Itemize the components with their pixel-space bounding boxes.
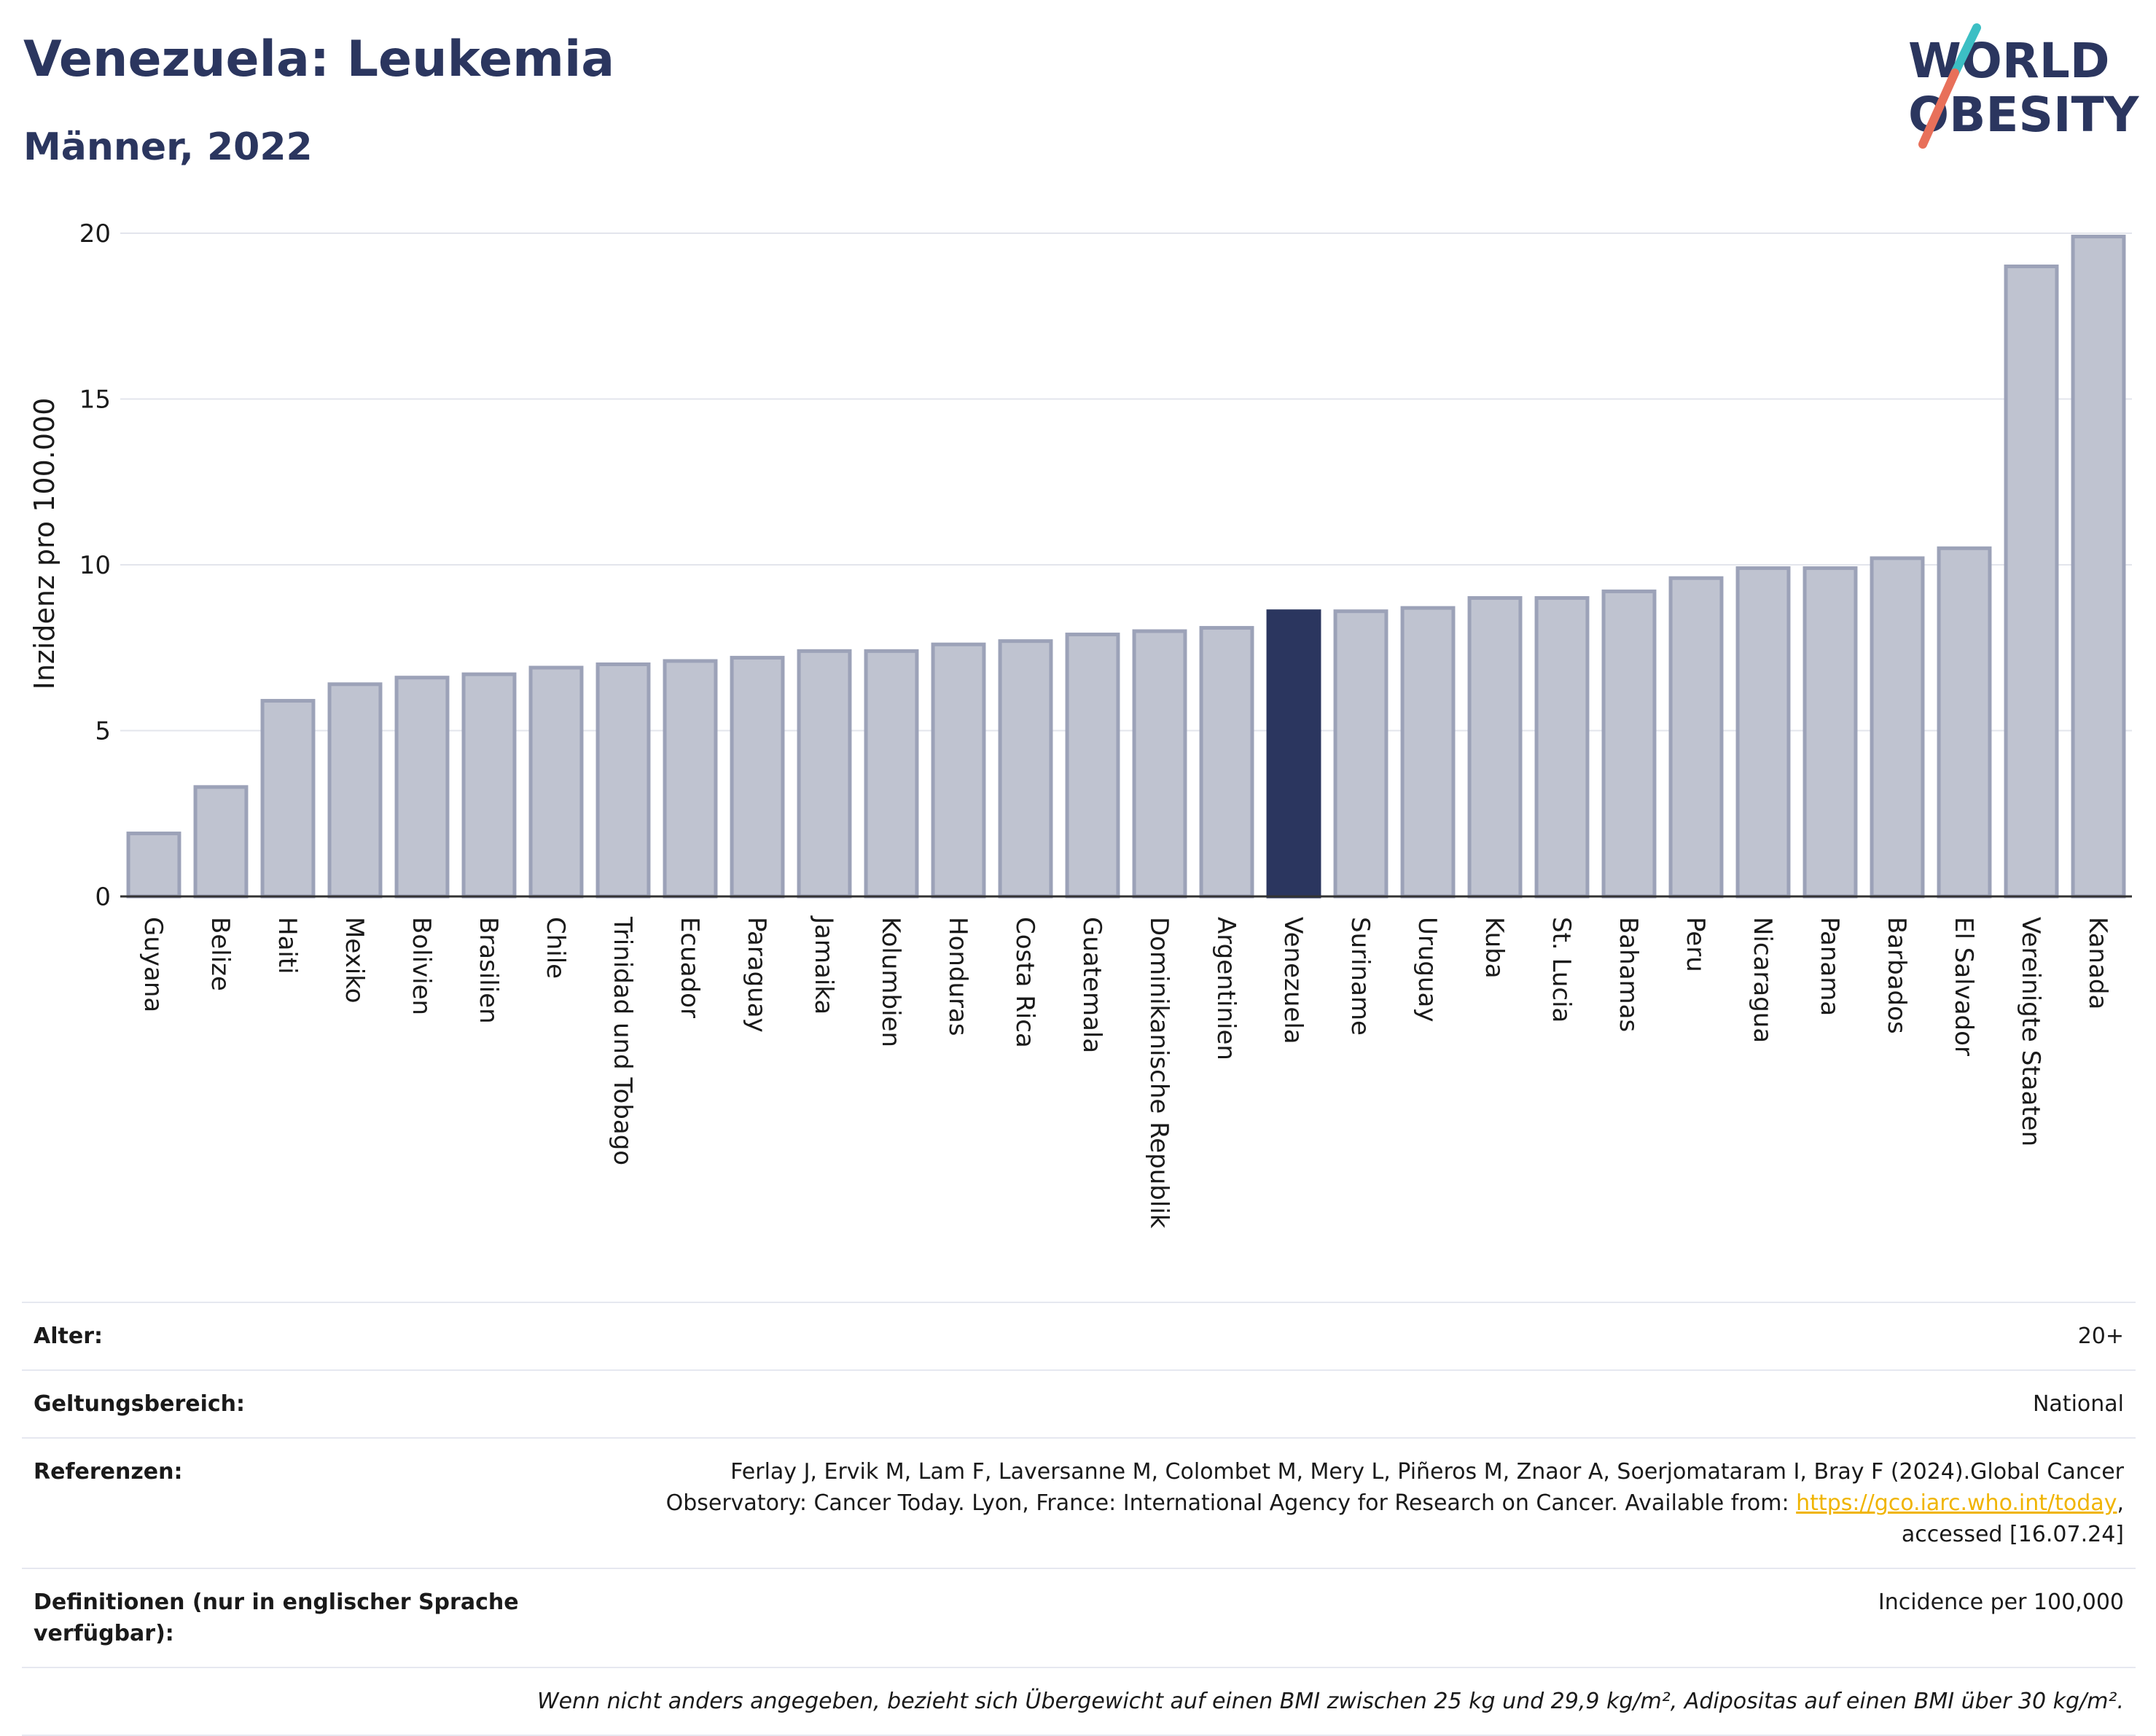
bar-belize [193, 785, 249, 899]
x-tick-label: Venezuela [1278, 917, 1308, 1044]
x-tick-label: Barbados [1882, 917, 1911, 1034]
info-row-references: Referenzen: Ferlay J, Ervik M, Lam F, La… [22, 1439, 2136, 1569]
logo-line-1: WORLD [1908, 33, 2110, 89]
x-tick-label: Honduras [943, 917, 972, 1036]
bar-guatemala [1065, 633, 1120, 899]
y-tick-label: 20 [79, 219, 111, 249]
x-axis-labels: Guyana Belize Haiti Mexiko Bolivien Brasilien… [138, 915, 2112, 1229]
bar-peru [1668, 576, 1724, 899]
x-tick-label: Brasilien [474, 917, 503, 1024]
x-tick-label: Paraguay [742, 917, 771, 1033]
bar-barbados [1870, 556, 1925, 899]
y-axis-ticks: 0 5 10 15 20 [79, 219, 111, 912]
bar-brasilien [461, 672, 517, 899]
x-tick-label: Guyana [138, 917, 168, 1012]
x-tick-label: Trinidad und Tobago [608, 916, 637, 1165]
bar-haiti [260, 699, 316, 899]
x-tick-label: Dominikanische Republik [1144, 917, 1173, 1229]
info-row-age: Alter: 20+ [22, 1303, 2136, 1371]
bar-bolivien [394, 676, 450, 899]
y-tick-label: 0 [95, 883, 111, 912]
bar-chile [528, 665, 584, 899]
bar-el-salvador [1937, 546, 1992, 899]
bar-jamaika [797, 649, 852, 899]
x-tick-label: Costa Rica [1010, 917, 1039, 1048]
bmi-footnote: Wenn nicht anders angegeben, bezieht sic… [22, 1668, 2136, 1736]
bar-paraguay [730, 655, 785, 899]
bar-guyana [126, 832, 181, 899]
x-tick-label: Chile [541, 917, 570, 979]
y-axis-title: Inzidenz pro 100.000 [28, 398, 60, 690]
bar-mexiko [327, 682, 383, 899]
x-tick-label: Kuba [1480, 917, 1509, 979]
x-tick-label: Kolumbien [876, 917, 905, 1047]
x-tick-label: Jamaika [809, 915, 838, 1014]
bar-ecuador [663, 659, 718, 899]
x-tick-label: Bolivien [407, 917, 436, 1015]
bar-argentinien [1199, 625, 1254, 899]
x-tick-label: Panama [1815, 917, 1844, 1016]
info-value-scope: National [2032, 1391, 2124, 1417]
bar-bahamas [1601, 589, 1657, 899]
logo-slash-teal [1950, 23, 1981, 77]
bars [126, 235, 2126, 899]
reference-text: Ferlay J, Ervik M, Lam F, Laversanne M, … [665, 1459, 2124, 1516]
x-tick-label: Ecuador [675, 917, 704, 1018]
bar-nicaragua [1735, 566, 1791, 899]
bar-vereinigte-staaten [2004, 265, 2059, 899]
bar-costa-rica [998, 639, 1053, 899]
bar-suriname [1333, 609, 1388, 899]
bar-kanada [2071, 235, 2126, 899]
x-tick-label: Guatemala [1077, 917, 1106, 1053]
info-row-scope: Geltungsbereich: National [22, 1371, 2136, 1439]
logo-slash-coral [1918, 69, 1959, 149]
x-tick-label: Bahamas [1614, 917, 1643, 1032]
x-tick-label: Suriname [1345, 917, 1375, 1036]
bar-trinidad-und-tobago [595, 662, 651, 899]
info-table: Alter: 20+ Geltungsbereich: National Ref… [22, 1302, 2136, 1736]
info-key-definitions: Definitionen (nur in englischer Sprache … [34, 1590, 519, 1646]
reference-accessed: , accessed [16.07.24] [1901, 1490, 2124, 1547]
page-subtitle: Männer, 2022 [23, 125, 313, 169]
x-tick-label: Peru [1681, 917, 1710, 972]
gridlines [120, 232, 2132, 732]
x-tick-label: Mexiko [340, 917, 369, 1004]
bar-st-lucia [1534, 596, 1590, 899]
x-tick-label: Vereinigte Staaten [2016, 917, 2045, 1146]
reference-link[interactable]: https://gco.iarc.who.int/today [1796, 1490, 2117, 1516]
x-tick-label: Uruguay [1413, 917, 1442, 1023]
bar-venezuela [1266, 609, 1321, 899]
bar-dominikanische-republik [1132, 629, 1187, 899]
x-tick-label: Haiti [273, 917, 302, 974]
info-key-age: Alter: [34, 1323, 103, 1349]
info-value-age: 20+ [2077, 1323, 2124, 1349]
page-title: Venezuela: Leukemia [23, 31, 615, 88]
info-row-definitions: Definitionen (nur in englischer Sprache … [22, 1569, 2136, 1668]
x-tick-label: St. Lucia [1547, 917, 1576, 1023]
x-tick-label: Belize [206, 917, 235, 991]
bar-kolumbien [864, 649, 919, 899]
y-tick-label: 5 [95, 717, 111, 746]
bar-honduras [931, 642, 986, 899]
y-tick-label: 15 [79, 386, 111, 415]
info-value-definitions: Incidence per 100,000 [1878, 1590, 2124, 1615]
x-tick-label: Argentinien [1211, 917, 1241, 1060]
bar-panama [1802, 566, 1858, 899]
info-value-references: Ferlay J, Ervik M, Lam F, Laversanne M, … [593, 1456, 2124, 1550]
x-tick-label: Kanada [2083, 917, 2112, 1009]
y-tick-label: 10 [79, 551, 111, 580]
x-tick-label: Nicaragua [1748, 917, 1777, 1043]
bar-kuba [1467, 596, 1523, 899]
info-key-references: Referenzen: [34, 1459, 183, 1485]
x-tick-label: El Salvador [1949, 917, 1978, 1056]
info-key-scope: Geltungsbereich: [34, 1391, 246, 1417]
bar-uruguay [1400, 606, 1456, 899]
bar-chart: 0 5 10 15 20 Inzidenz pro 100.000 Guyana Beli… [28, 219, 2132, 1229]
world-obesity-logo: WORLD OBESITY [1908, 23, 2140, 149]
